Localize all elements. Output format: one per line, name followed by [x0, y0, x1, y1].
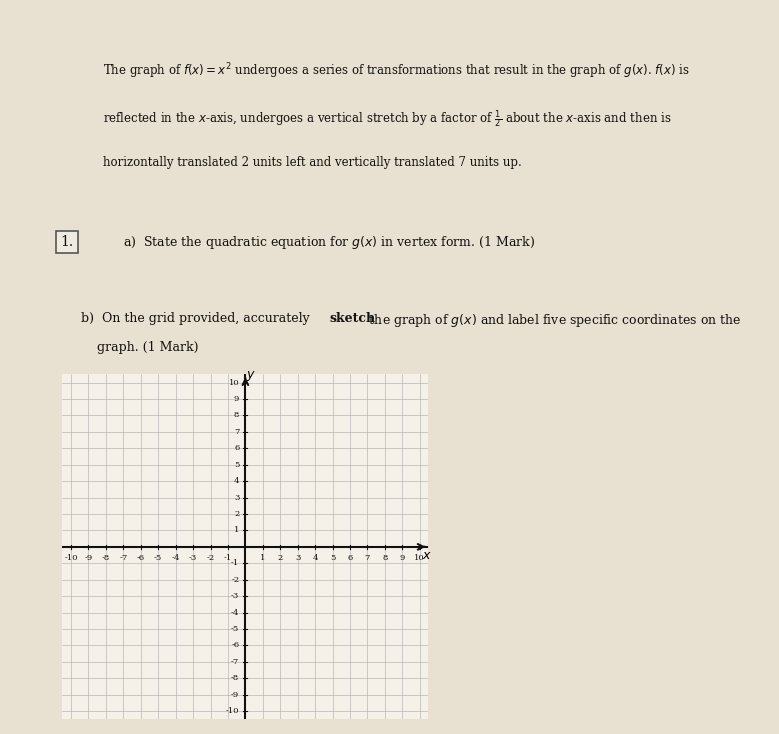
Text: 10: 10: [229, 379, 239, 387]
Text: horizontally translated 2 units left and vertically translated 7 units up.: horizontally translated 2 units left and…: [104, 156, 522, 170]
Text: -4: -4: [231, 608, 239, 617]
Text: 2: 2: [234, 510, 239, 518]
Text: sketch: sketch: [330, 312, 376, 325]
Text: -1: -1: [231, 559, 239, 567]
Text: 6: 6: [347, 554, 353, 562]
Text: 5: 5: [330, 554, 335, 562]
Text: -6: -6: [231, 642, 239, 650]
Text: -5: -5: [154, 554, 162, 562]
Text: 1.: 1.: [61, 235, 73, 250]
Text: 7: 7: [234, 428, 239, 436]
Text: 8: 8: [382, 554, 387, 562]
Text: 8: 8: [234, 412, 239, 419]
Text: -10: -10: [226, 707, 239, 715]
Text: 10: 10: [414, 554, 425, 562]
Text: 9: 9: [234, 395, 239, 403]
Text: 4: 4: [234, 477, 239, 485]
Text: -7: -7: [231, 658, 239, 666]
Text: -1: -1: [224, 554, 232, 562]
Text: 2: 2: [277, 554, 283, 562]
Text: -5: -5: [231, 625, 239, 633]
Text: -2: -2: [231, 575, 239, 584]
Text: $y$: $y$: [245, 369, 256, 383]
Text: 4: 4: [312, 554, 318, 562]
Text: The graph of $f(x) = x^2$ undergoes a series of transformations that result in t: The graph of $f(x) = x^2$ undergoes a se…: [104, 61, 690, 81]
Text: graph. (1 Mark): graph. (1 Mark): [81, 341, 199, 355]
Text: 9: 9: [400, 554, 405, 562]
Text: -9: -9: [84, 554, 93, 562]
Text: -2: -2: [206, 554, 214, 562]
Text: -8: -8: [102, 554, 110, 562]
Text: -3: -3: [189, 554, 197, 562]
Text: 7: 7: [365, 554, 370, 562]
Text: 1: 1: [234, 526, 239, 534]
Text: -6: -6: [136, 554, 145, 562]
Text: 5: 5: [234, 461, 239, 469]
Text: 1: 1: [260, 554, 266, 562]
Text: -4: -4: [171, 554, 180, 562]
Text: -8: -8: [231, 675, 239, 682]
Text: -7: -7: [119, 554, 128, 562]
Text: -3: -3: [231, 592, 239, 600]
Text: b)  On the grid provided, accurately: b) On the grid provided, accurately: [81, 312, 314, 325]
Text: -9: -9: [231, 691, 239, 699]
Text: -10: -10: [65, 554, 78, 562]
Text: $x$: $x$: [421, 548, 432, 562]
Text: 3: 3: [234, 493, 239, 501]
Text: a)  State the quadratic equation for $g(x)$ in vertex form. (1 Mark): a) State the quadratic equation for $g(x…: [123, 233, 535, 251]
Text: reflected in the $x$-axis, undergoes a vertical stretch by a factor of $\frac{1}: reflected in the $x$-axis, undergoes a v…: [104, 109, 672, 131]
Text: the graph of $g(x)$ and label five specific coordinates on the: the graph of $g(x)$ and label five speci…: [365, 312, 742, 329]
Text: 3: 3: [295, 554, 301, 562]
Text: 6: 6: [234, 444, 239, 452]
